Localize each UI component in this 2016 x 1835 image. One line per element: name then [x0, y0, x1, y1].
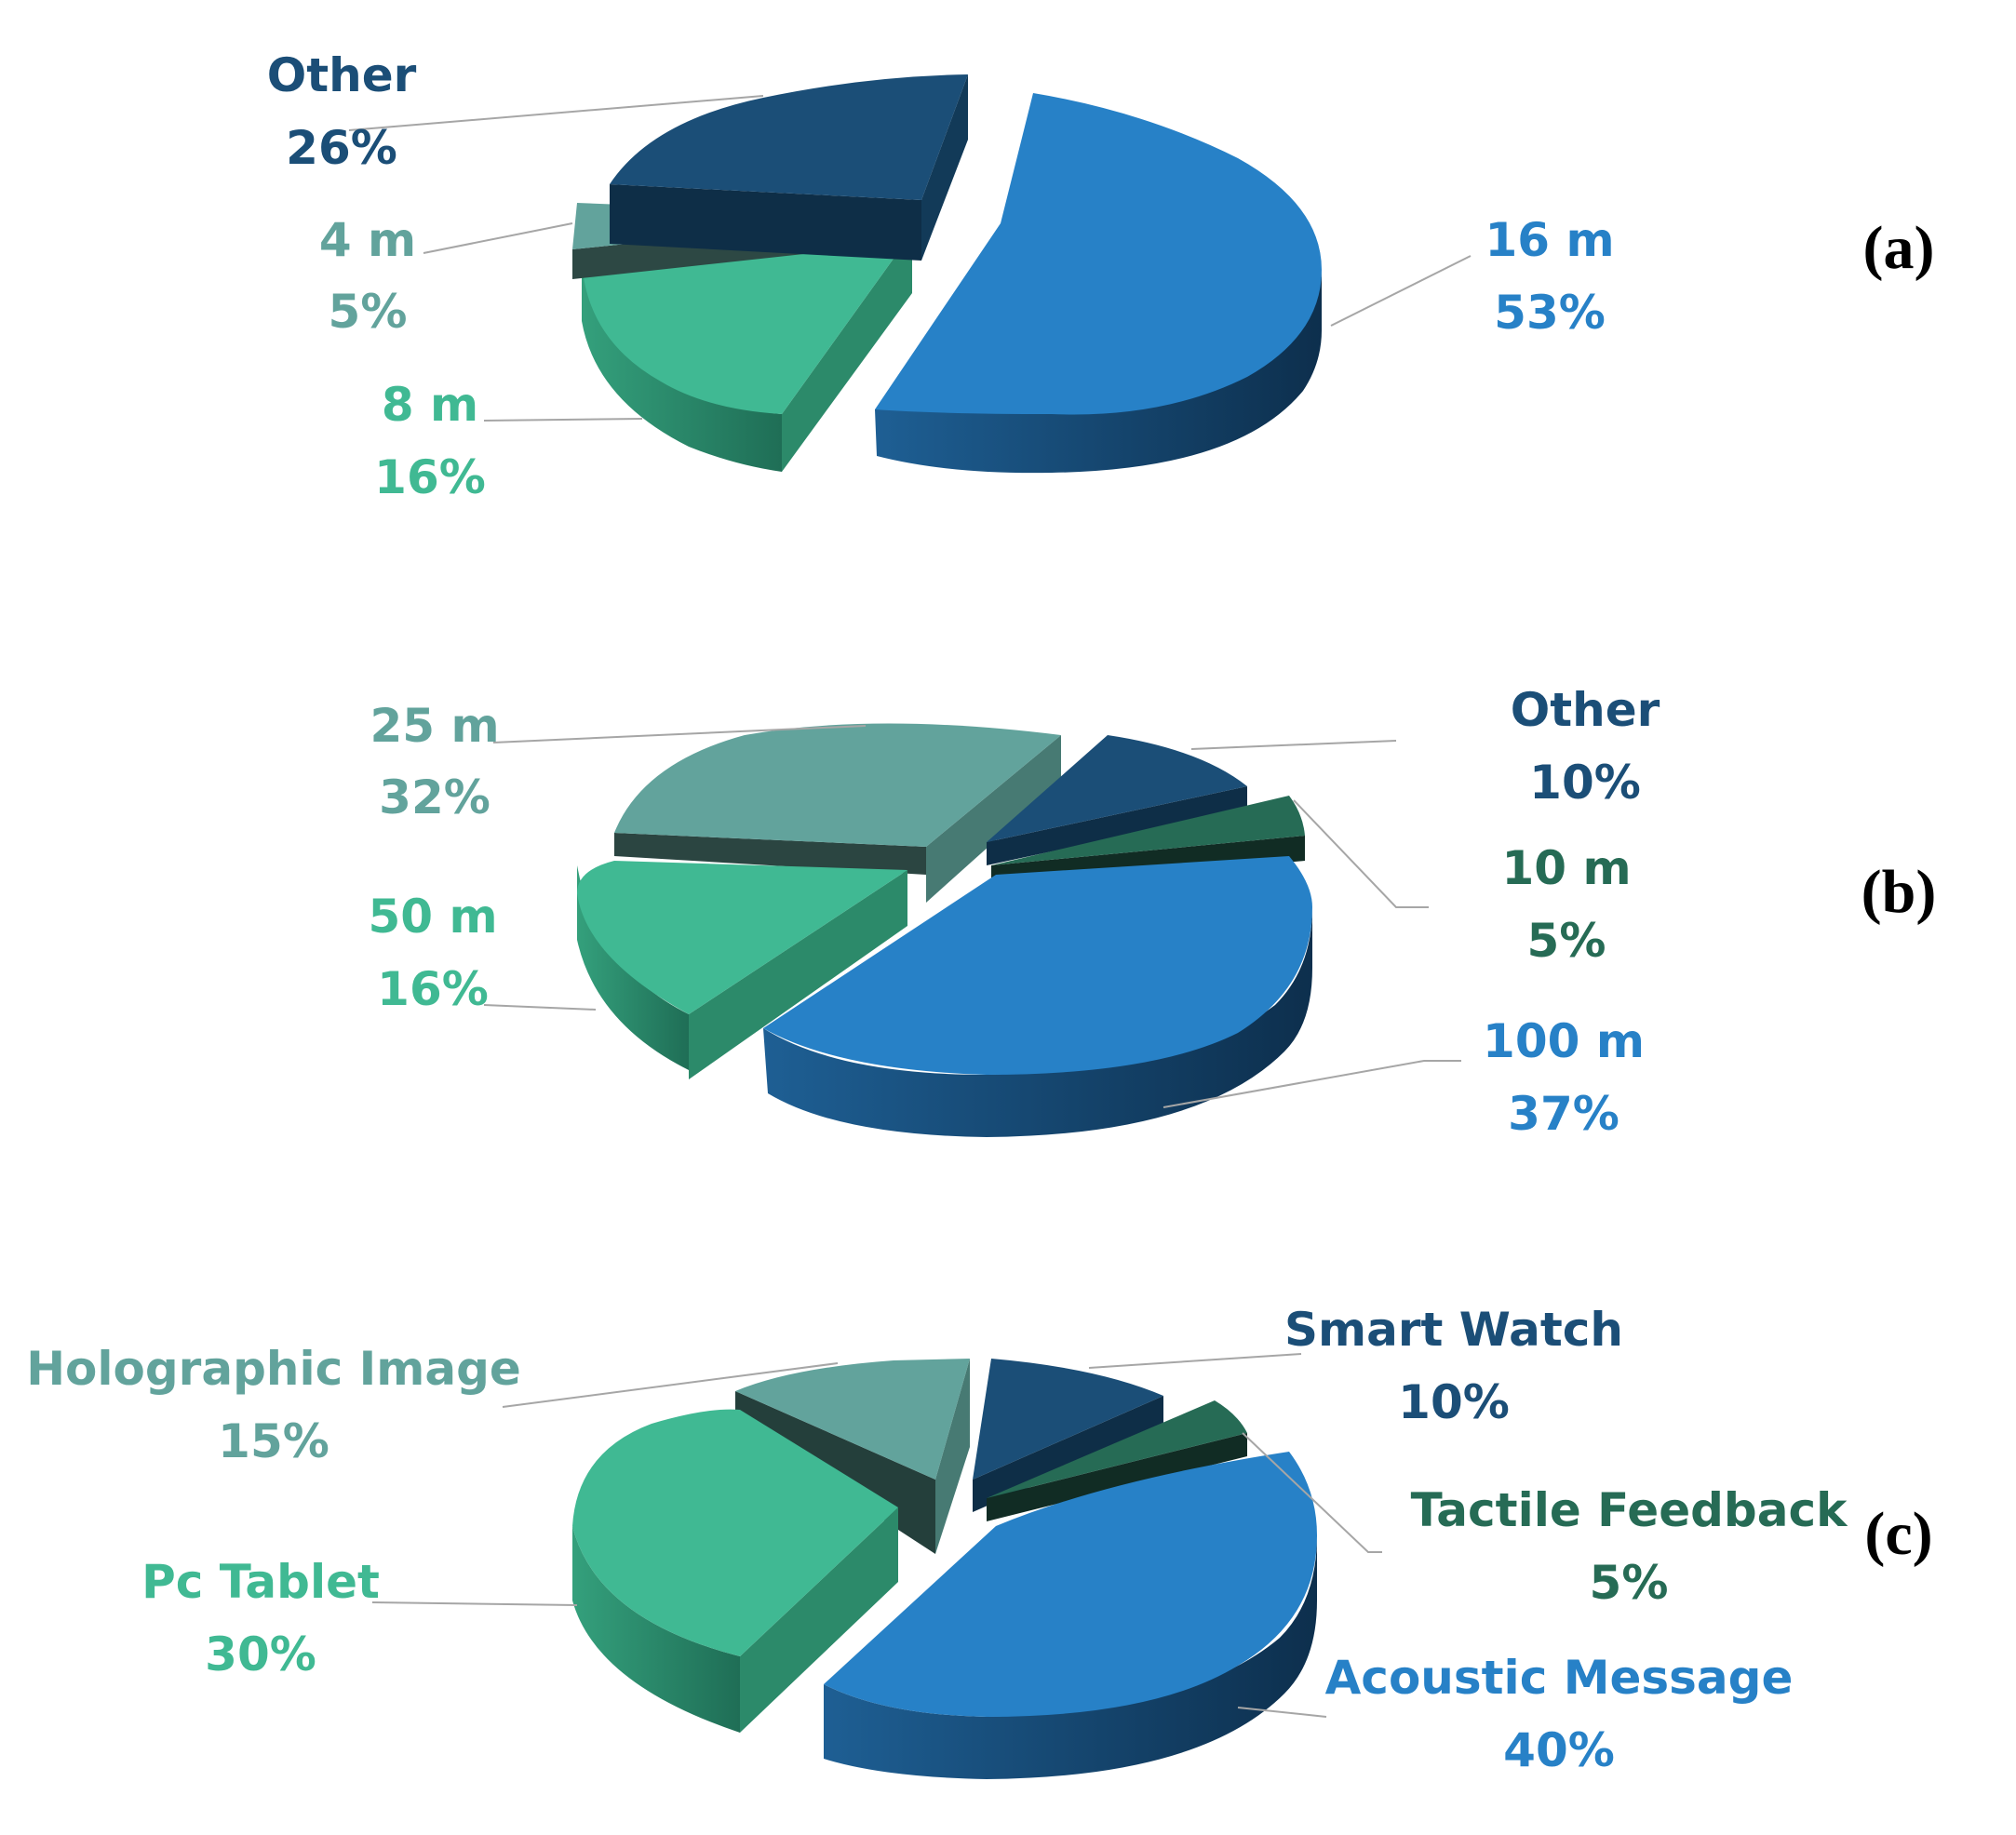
- slice-b-50m: [577, 861, 907, 1079]
- label-c-acoustic-pct: 40%: [1503, 1723, 1615, 1777]
- slice-c-smartwatch: [973, 1359, 1163, 1512]
- label-c-pctablet-pct: 30%: [205, 1627, 316, 1681]
- leader-b-100m: [1163, 1060, 1461, 1108]
- label-b-other-name: Other: [1511, 683, 1660, 737]
- leader-c-holographic: [502, 1362, 839, 1408]
- slice-c-tactile: [987, 1400, 1247, 1521]
- label-c-pctablet-name: Pc Tablet: [141, 1555, 380, 1609]
- leader-a-8m: [483, 418, 643, 422]
- leader-c-tactile: [1242, 1432, 1382, 1553]
- label-b-25m-name: 25 m: [370, 699, 499, 753]
- leader-b-other: [1190, 740, 1397, 750]
- label-a-4m-pct: 5%: [329, 285, 408, 339]
- slice-b-100m: [763, 856, 1312, 1137]
- slice-a-other: [610, 74, 968, 261]
- label-b-10m-pct: 5%: [1527, 914, 1606, 968]
- slice-a-16m: [875, 93, 1322, 474]
- label-c-smartwatch-pct: 10%: [1398, 1375, 1510, 1429]
- chart-a: [348, 74, 1472, 474]
- label-b-100m-name: 100 m: [1483, 1014, 1645, 1068]
- label-c-holographic-name: Holographic Image: [26, 1342, 521, 1396]
- panel-tag-b: (b): [1861, 858, 1937, 926]
- label-b-50m-name: 50 m: [368, 890, 497, 944]
- slice-b-other: [987, 735, 1247, 865]
- slice-c-acoustic: [824, 1452, 1317, 1779]
- chart-b: [483, 723, 1461, 1137]
- label-a-4m-name: 4 m: [319, 213, 416, 267]
- label-a-other-name: Other: [267, 48, 417, 102]
- leader-a-4m: [423, 222, 573, 254]
- label-a-16m-pct: 53%: [1494, 286, 1606, 340]
- label-c-acoustic-name: Acoustic Message: [1325, 1651, 1794, 1705]
- label-c-smartwatch-name: Smart Watch: [1284, 1303, 1623, 1357]
- slice-a-8m: [582, 233, 912, 472]
- leader-a-16m: [1330, 255, 1472, 327]
- chart-c: [371, 1353, 1382, 1779]
- leader-c-acoustic: [1237, 1707, 1327, 1718]
- panel-tag-c: (c): [1864, 1500, 1932, 1568]
- label-b-25m-pct: 32%: [379, 770, 491, 824]
- label-a-8m-name: 8 m: [382, 378, 478, 432]
- leader-a-other: [348, 95, 764, 131]
- label-b-50m-pct: 16%: [377, 962, 489, 1016]
- slice-b-25m: [614, 723, 1061, 903]
- label-a-other-pct: 26%: [286, 121, 397, 175]
- label-c-tactile-pct: 5%: [1590, 1556, 1669, 1610]
- label-b-other-pct: 10%: [1529, 756, 1641, 810]
- label-b-10m-name: 10 m: [1501, 841, 1631, 895]
- label-a-8m-pct: 16%: [374, 450, 486, 504]
- slice-c-pctablet: [572, 1409, 898, 1733]
- leader-c-smartwatch: [1088, 1353, 1302, 1369]
- label-a-16m-name: 16 m: [1485, 213, 1614, 267]
- label-c-holographic-pct: 15%: [218, 1414, 329, 1468]
- leader-c-pctablet: [371, 1601, 578, 1606]
- label-c-tactile-name: Tactile Feedback: [1411, 1483, 1848, 1537]
- leader-b-25m: [492, 725, 867, 743]
- panel-tag-a: (a): [1863, 214, 1935, 282]
- leader-b-50m: [483, 1004, 597, 1011]
- label-b-100m-pct: 37%: [1508, 1087, 1620, 1141]
- leader-b-10m: [1293, 799, 1429, 908]
